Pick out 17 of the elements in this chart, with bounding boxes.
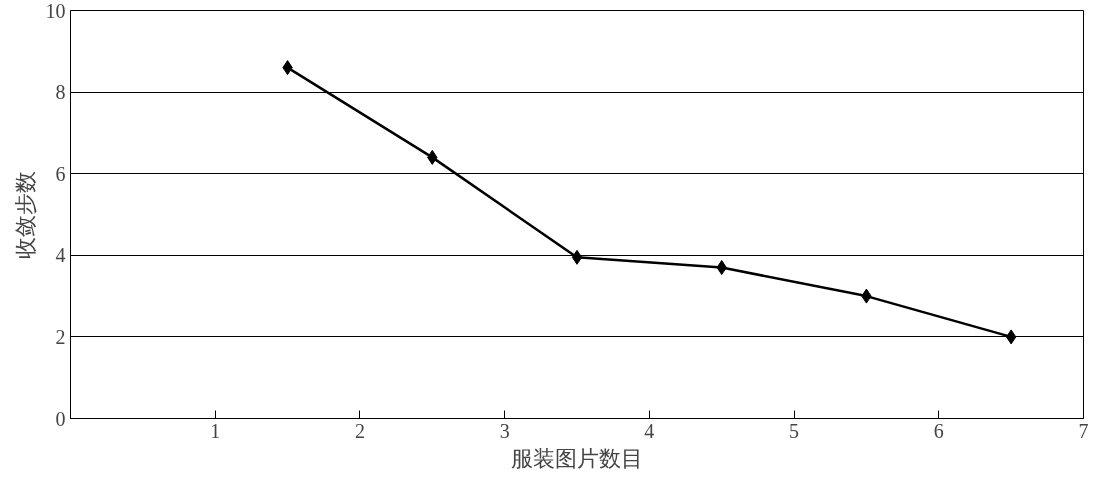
x-tick-label: 4 (644, 419, 655, 442)
y-tick-label: 8 (55, 81, 66, 104)
x-axis-title: 服装图片数目 (511, 445, 643, 471)
x-tick-label: 2 (354, 419, 365, 442)
y-tick-label: 0 (55, 407, 66, 430)
y-tick-label: 10 (45, 0, 66, 22)
x-tick-label: 5 (789, 419, 800, 442)
y-tick-label: 4 (55, 244, 66, 267)
x-tick-label: 6 (933, 419, 944, 442)
y-tick-label: 2 (55, 325, 66, 348)
x-tick-label: 7 (1078, 419, 1089, 442)
y-tick-label: 6 (55, 162, 66, 185)
x-tick-label: 1 (210, 419, 221, 442)
y-axis-title: 收敛步数 (12, 170, 38, 259)
x-tick-label: 3 (499, 419, 510, 442)
point (1005, 329, 1017, 345)
point (571, 249, 583, 265)
